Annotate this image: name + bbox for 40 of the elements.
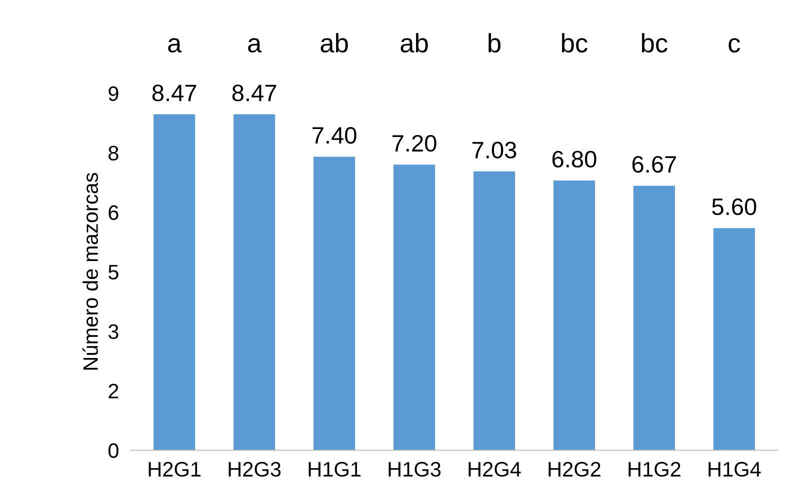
text: bc [562,33,588,53]
bar [154,114,196,450]
y-tick-label: 3 [108,324,118,340]
bar [234,114,276,450]
y-tick-label: 8 [108,146,118,161]
data-label: 6.80 [552,150,596,168]
x-tick-label: H1G1 [308,462,360,477]
bar [553,180,596,450]
text: a [248,38,262,53]
data-label: 7.03 [472,142,516,158]
x-tick-label: H2G2 [548,462,600,477]
text: ab [320,33,348,53]
x-tick-label: H1G4 [708,462,761,477]
x-tick-label: H1G2 [628,462,680,477]
data-label: 7.20 [392,134,436,152]
bar [393,164,436,450]
data-label: 5.60 [712,198,756,216]
y-tick-label: 6 [108,205,118,220]
x-tick-label: H2G3 [228,462,281,477]
bar [313,156,356,450]
y-tick-label: 2 [108,384,118,398]
y-tick-label: 9 [108,86,118,102]
data-label: 6.67 [632,156,676,173]
bar [473,171,516,450]
text: c [728,38,740,53]
data-label: 8.47 [232,84,276,102]
x-tick-label: H2G1 [148,462,201,477]
y-tick-label: 5 [108,264,118,280]
bar [633,186,675,450]
text: ab [400,33,428,53]
text: b [488,33,500,53]
text: bc [642,33,668,53]
data-label: 8.47 [152,84,196,102]
y-axis-title: Número de mazorcas [82,172,98,370]
x-tick-label: H1G3 [388,462,441,477]
y-tick-label: 0 [108,443,118,458]
bar [713,228,755,450]
x-tick-label: H2G4 [468,462,521,477]
text: a [168,38,182,53]
data-label: 7.40 [312,127,356,144]
